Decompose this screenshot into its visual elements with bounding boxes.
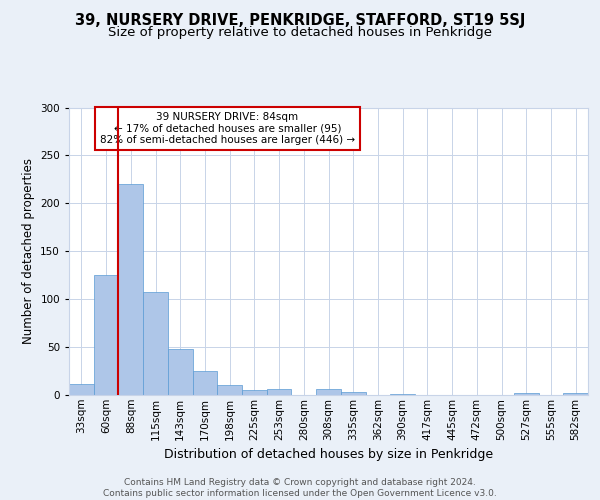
Bar [316,389,341,395]
Text: Size of property relative to detached houses in Penkridge: Size of property relative to detached ho… [108,26,492,39]
Bar [390,394,415,395]
Bar [118,184,143,395]
Bar [143,292,168,395]
Bar [341,392,365,395]
Bar [514,393,539,395]
Bar [193,371,217,395]
Bar [563,393,588,395]
Bar [242,390,267,395]
Text: 39 NURSERY DRIVE: 84sqm
← 17% of detached houses are smaller (95)
82% of semi-de: 39 NURSERY DRIVE: 84sqm ← 17% of detache… [100,112,355,145]
Bar [168,349,193,395]
Bar [217,386,242,395]
Bar [267,389,292,395]
Text: Contains HM Land Registry data © Crown copyright and database right 2024.
Contai: Contains HM Land Registry data © Crown c… [103,478,497,498]
Text: 39, NURSERY DRIVE, PENKRIDGE, STAFFORD, ST19 5SJ: 39, NURSERY DRIVE, PENKRIDGE, STAFFORD, … [75,12,525,28]
X-axis label: Distribution of detached houses by size in Penkridge: Distribution of detached houses by size … [164,448,493,461]
Y-axis label: Number of detached properties: Number of detached properties [22,158,35,344]
Bar [94,275,118,395]
Bar [69,384,94,395]
